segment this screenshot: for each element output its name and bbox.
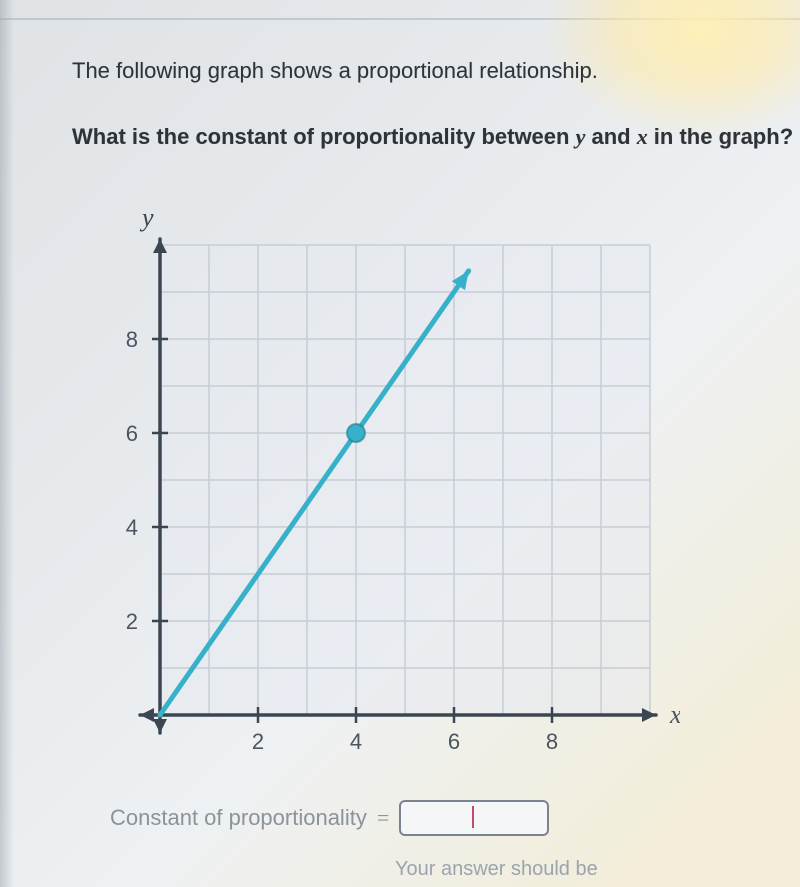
question-mid: and: [585, 124, 636, 149]
question-suffix: in the graph?: [648, 124, 793, 149]
y-axis-label: y: [142, 203, 154, 233]
answer-row: Constant of proportionality =: [110, 800, 549, 836]
question-main: What is the constant of proportionality …: [72, 124, 800, 150]
svg-text:4: 4: [350, 729, 362, 754]
question-prefix: What is the constant of proportionality …: [72, 124, 576, 149]
svg-text:4: 4: [126, 515, 138, 540]
question-intro: The following graph shows a proportional…: [72, 58, 800, 84]
svg-text:8: 8: [546, 729, 558, 754]
svg-text:x: x: [669, 700, 680, 729]
svg-text:6: 6: [126, 421, 138, 446]
answer-input[interactable]: [399, 800, 549, 836]
svg-text:2: 2: [126, 609, 138, 634]
footer-hint: Your answer should be: [395, 858, 598, 881]
proportional-graph: y 24682468x: [80, 225, 680, 785]
var-x: x: [637, 124, 648, 149]
answer-label: Constant of proportionality: [110, 805, 367, 831]
equals-sign: =: [377, 805, 389, 831]
svg-text:8: 8: [126, 327, 138, 352]
text-caret: [472, 806, 474, 828]
svg-text:2: 2: [252, 729, 264, 754]
svg-text:6: 6: [448, 729, 460, 754]
var-y: y: [576, 124, 586, 149]
